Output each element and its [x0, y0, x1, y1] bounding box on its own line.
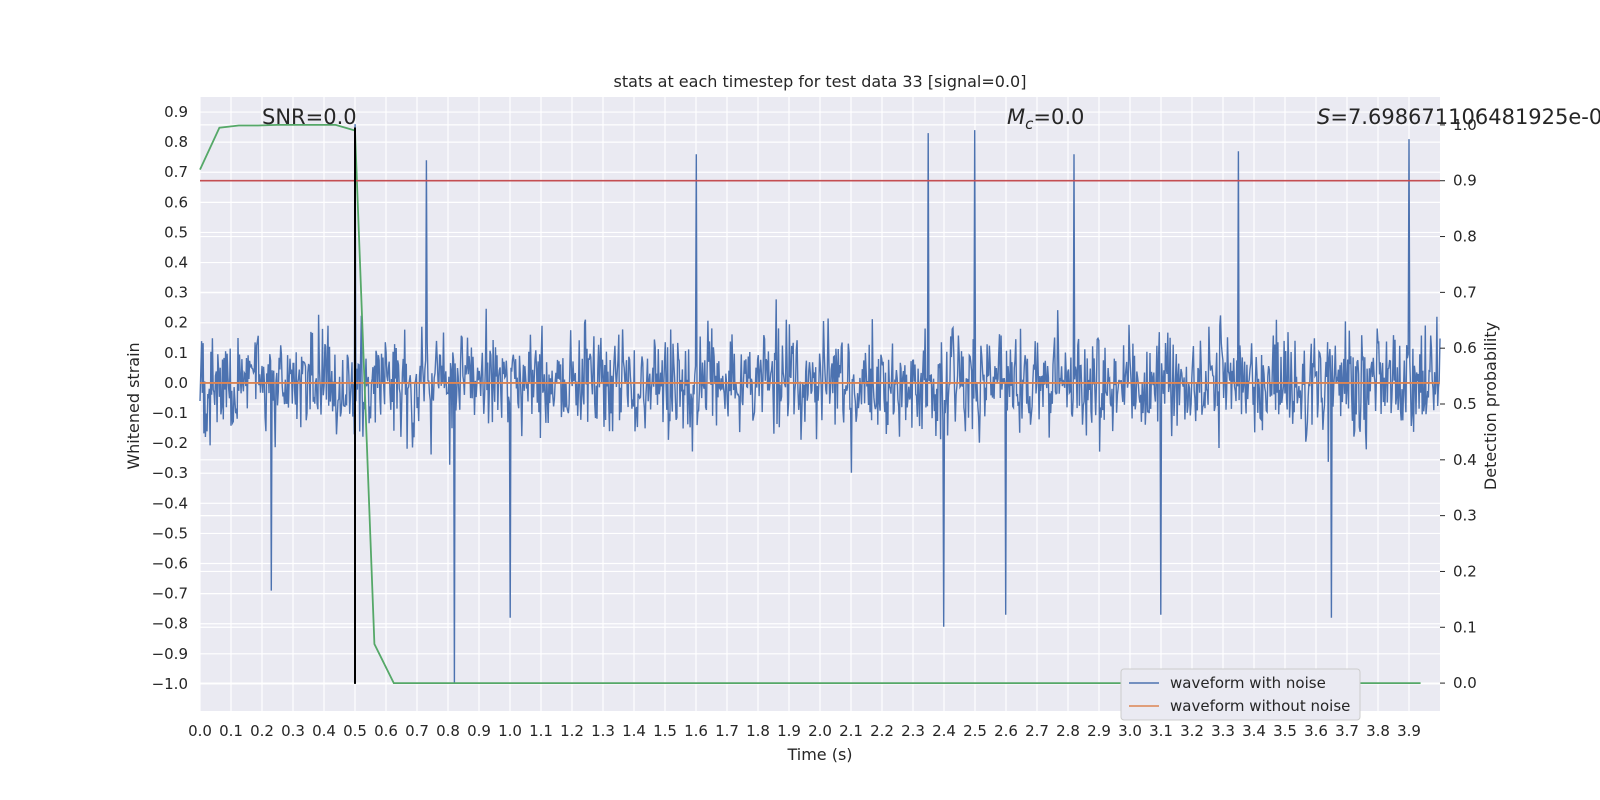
series-detection-probability: [199, 124, 1421, 684]
y-left-tick-label: −0.1: [152, 404, 188, 422]
y-left-tick-label: −0.2: [152, 434, 188, 452]
y-right-tick-labels: 1.0 0.9 0.8 0.7 0.6 0.5 0.4 0.3 0.2 0.1 0.0: [1440, 116, 1477, 692]
legend-box: [1120, 668, 1361, 721]
x-tick-label: 1.1: [529, 722, 553, 740]
y-right-tick-label: 0.8: [1453, 228, 1477, 246]
grid-lines: [199, 97, 1440, 711]
x-tick-label: 3.3: [1211, 722, 1235, 740]
x-tick-label: 0.2: [250, 722, 274, 740]
x-tick-label: 3.6: [1304, 722, 1328, 740]
y-left-tick-label: −0.8: [152, 615, 188, 633]
x-tick-label: 2.7: [1025, 722, 1049, 740]
x-tick-label: 0.9: [467, 722, 491, 740]
probability-line: [199, 124, 1421, 684]
y-right-axis-label: Detection probability: [1481, 322, 1500, 490]
y-left-tick-label: −0.4: [152, 494, 188, 512]
x-tick-label: 2.0: [808, 722, 832, 740]
mc-value: =0.0: [1033, 105, 1084, 129]
x-tick-labels: 0.0 0.1 0.2 0.3 0.4 0.5 0.6 0.7 0.8 0.9 1.0 1.1 1.2 1…: [188, 722, 1421, 740]
y-left-tick-label: −0.7: [152, 585, 188, 603]
x-tick-label: 2.3: [901, 722, 925, 740]
x-tick-label: 1.8: [746, 722, 770, 740]
mc-symbol: M: [1007, 105, 1025, 129]
y-left-tick-label: 0.6: [164, 193, 188, 211]
y-right-tick-label: 0.5: [1453, 395, 1477, 413]
y-left-axis-label: Whitened strain: [124, 342, 143, 469]
x-tick-label: 2.4: [932, 722, 956, 740]
y-left-tick-label: −1.0: [152, 675, 188, 693]
series-waveform-with-noise: [199, 124, 1441, 684]
x-tick-label: 0.4: [312, 722, 336, 740]
y-right-tick-label: 0.3: [1453, 507, 1477, 525]
y-right-tick-label: 0.4: [1453, 451, 1477, 469]
y-left-tick-labels: 0.9 0.8 0.7 0.6 0.5 0.4 0.3 0.2 0.1 0.0 −0.1 −0.2 −0…: [152, 103, 188, 693]
x-tick-label: 3.1: [1149, 722, 1173, 740]
x-tick-label: 1.2: [560, 722, 584, 740]
y-left-tick-label: 0.8: [164, 133, 188, 151]
y-left-tick-label: −0.6: [152, 555, 188, 573]
x-tick-label: 0.6: [374, 722, 398, 740]
y-left-tick-label: 0.9: [164, 103, 188, 121]
x-tick-label: 2.1: [839, 722, 863, 740]
y-left-tick-label: −0.5: [152, 524, 188, 542]
y-left-tick-label: 0.2: [164, 314, 188, 332]
y-right-tick-label: 0.2: [1453, 562, 1477, 580]
y-left-tick-label: 0.3: [164, 284, 188, 302]
y-right-tick-label: 0.1: [1453, 618, 1477, 636]
x-tick-label: 1.7: [715, 722, 739, 740]
x-tick-label: 2.8: [1056, 722, 1080, 740]
x-tick-label: 0.3: [281, 722, 305, 740]
y-right-tick-label: 0.7: [1453, 283, 1477, 301]
y-left-tick-label: 0.4: [164, 254, 188, 272]
x-tick-label: 3.5: [1273, 722, 1297, 740]
x-tick-label: 3.9: [1397, 722, 1421, 740]
x-tick-label: 1.5: [653, 722, 677, 740]
x-tick-label: 3.2: [1180, 722, 1204, 740]
x-tick-label: 2.9: [1087, 722, 1111, 740]
noise-line: [199, 124, 1441, 684]
legend-label-clean: waveform without noise: [1170, 697, 1350, 715]
legend: waveform with noise waveform without noi…: [1120, 668, 1361, 721]
s-symbol: S: [1317, 105, 1330, 129]
y-right-tick-label: 0.6: [1453, 339, 1477, 357]
x-tick-label: 3.4: [1242, 722, 1266, 740]
y-left-tick-label: 0.0: [164, 374, 188, 392]
y-left-tick-label: −0.3: [152, 464, 188, 482]
x-tick-label: 0.5: [343, 722, 367, 740]
x-tick-label: 0.1: [219, 722, 243, 740]
x-tick-label: 1.0: [498, 722, 522, 740]
x-tick-label: 1.3: [591, 722, 615, 740]
x-tick-label: 3.0: [1118, 722, 1142, 740]
x-tick-label: 2.6: [994, 722, 1018, 740]
x-tick-label: 3.8: [1366, 722, 1390, 740]
snr-annotation: SNR=0.0: [262, 105, 357, 129]
s-value: =7.698671106481925e-0: [1330, 105, 1600, 129]
s-annotation: S=7.698671106481925e-0: [1317, 105, 1600, 129]
x-tick-label: 2.5: [963, 722, 987, 740]
legend-label-noise: waveform with noise: [1170, 674, 1326, 692]
x-tick-label: 1.6: [684, 722, 708, 740]
x-tick-label: 2.2: [870, 722, 894, 740]
chart-title: stats at each timestep for test data 33 …: [614, 72, 1027, 91]
y-right-tick-label: 1.0: [1453, 116, 1477, 134]
y-right-tick-label: 0.9: [1453, 172, 1477, 190]
y-left-tick-label: 0.7: [164, 163, 188, 181]
x-tick-label: 0.7: [405, 722, 429, 740]
x-tick-label: 0.0: [188, 722, 212, 740]
y-left-tick-label: −0.9: [152, 645, 188, 663]
x-tick-label: 1.9: [777, 722, 801, 740]
x-tick-label: 1.4: [622, 722, 646, 740]
y-left-tick-label: 0.1: [164, 344, 188, 362]
y-right-tick-label: 0.0: [1453, 674, 1477, 692]
x-tick-label: 3.7: [1335, 722, 1359, 740]
y-left-tick-label: 0.5: [164, 223, 188, 241]
x-axis-label: Time (s): [786, 745, 852, 764]
mc-annotation: Mc=0.0: [1007, 105, 1084, 133]
x-tick-label: 0.8: [436, 722, 460, 740]
mc-subscript: c: [1025, 115, 1034, 133]
